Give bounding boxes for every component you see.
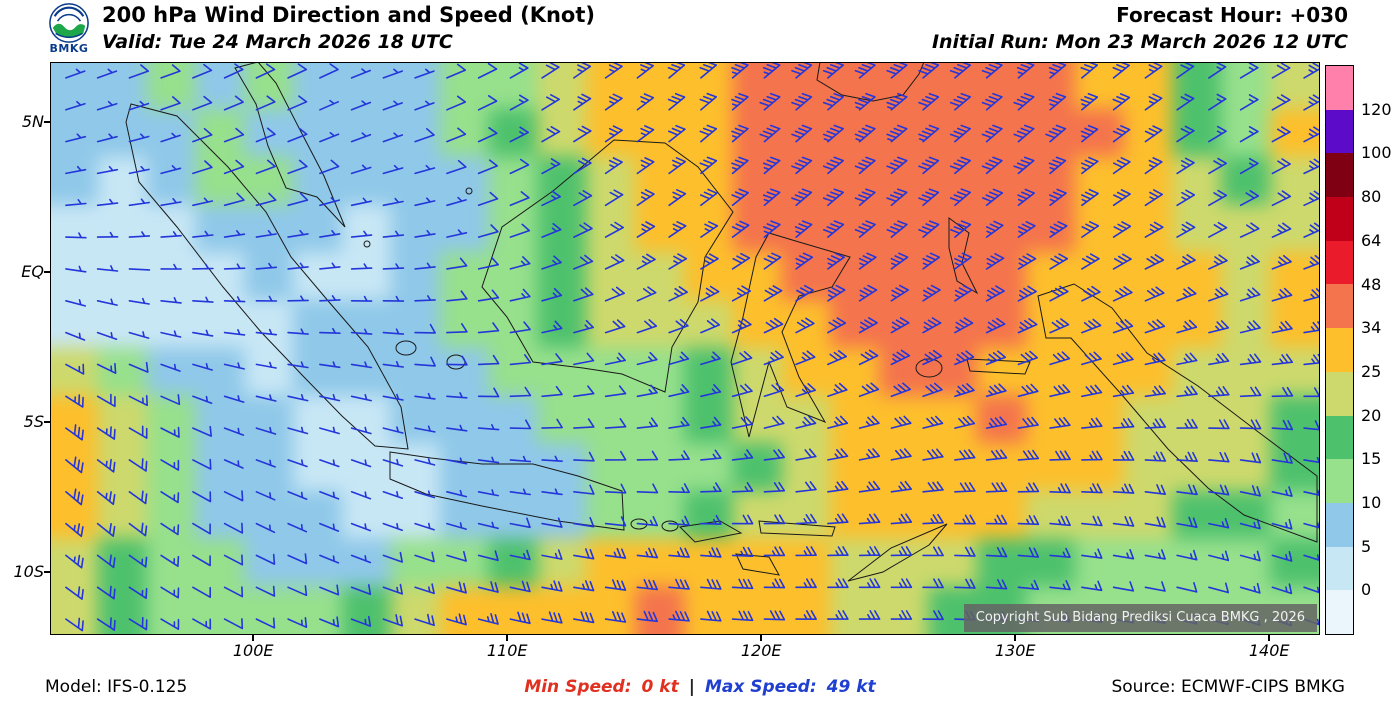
coast-java: [389, 451, 625, 531]
coast-seram: [966, 358, 1031, 375]
wind-map-svg: [50, 62, 1320, 635]
colorbar-cell: [1326, 66, 1353, 110]
source-label: Source: ECMWF-CIPS BMKG: [1111, 677, 1345, 697]
coast-riau-islands: [363, 240, 371, 248]
lat-tick: [44, 121, 50, 123]
lon-label: 120E: [740, 641, 782, 660]
lon-label: 140E: [1248, 641, 1290, 660]
lon-tick: [252, 635, 255, 641]
coast-buru: [915, 358, 943, 378]
max-speed-value: 49 kt: [826, 677, 876, 697]
lat-label: 5N: [21, 112, 44, 131]
lon-tick: [506, 635, 509, 641]
lon-label: 110E: [486, 641, 528, 660]
separator: |: [688, 677, 695, 697]
colorbar-cell: [1326, 590, 1353, 634]
colorbar-cell: [1326, 153, 1353, 198]
colorbar-label: 48: [1361, 274, 1382, 294]
coast-timor: [847, 523, 948, 582]
colorbar-cell: [1326, 109, 1353, 154]
lat-tick: [44, 571, 50, 573]
coast-natuna: [465, 187, 473, 195]
bmkg-logo-icon: [49, 3, 89, 43]
valid-time: Valid: Tue 24 March 2026 18 UTC: [102, 31, 453, 53]
lon-label: 130E: [994, 641, 1036, 660]
coast-bangka: [395, 340, 417, 356]
coast-lombok: [661, 520, 679, 532]
lat-tick: [44, 271, 50, 273]
coast-mindanao: [816, 62, 925, 102]
colorbar-label: 25: [1361, 361, 1382, 381]
max-speed-label: Max Speed:: [704, 677, 817, 697]
page-title: 200 hPa Wind Direction and Speed (Knot): [102, 3, 595, 27]
colorbar-cell: [1326, 546, 1353, 591]
bmkg-logo: BMKG: [42, 2, 96, 55]
colorbar-label: 64: [1361, 230, 1382, 250]
colorbar-cell: [1326, 284, 1353, 329]
bmkg-logo-text: BMKG: [49, 42, 89, 55]
colorbar-label: 34: [1361, 318, 1382, 338]
colorbar-label: 15: [1361, 449, 1382, 469]
coast-sumba: [735, 553, 780, 576]
lon-tick: [1014, 635, 1017, 641]
colorbar: [1325, 65, 1354, 635]
colorbar-label: 100: [1361, 143, 1392, 163]
map-canvas: Copyright Sub Bidang Prediksi Cuaca BMKG…: [50, 62, 1320, 635]
model-label: Model: IFS-0.125: [45, 677, 188, 697]
coast-sulawesi: [730, 232, 851, 438]
colorbar-cell: [1326, 415, 1353, 460]
wind-barbs-layer: [65, 62, 1320, 632]
coastline-layer: [125, 62, 1318, 582]
colorbar-label: 10: [1361, 492, 1382, 512]
colorbar-cell: [1326, 197, 1353, 241]
colorbar-cell: [1326, 371, 1353, 416]
lat-label: 5S: [23, 412, 44, 431]
coast-borneo: [481, 139, 734, 393]
colorbar-label: 120: [1361, 99, 1392, 119]
colorbar-cell: [1326, 459, 1353, 503]
forecast-hour: Forecast Hour: +030: [1116, 3, 1348, 27]
colorbar-label: 0: [1361, 580, 1372, 600]
colorbar-cell: [1326, 328, 1353, 372]
colorbar-cell: [1326, 240, 1353, 285]
lat-label: EQ: [21, 262, 44, 281]
lat-label: 10S: [13, 562, 44, 581]
colorbar-label: 20: [1361, 405, 1382, 425]
coast-halmahera: [948, 217, 979, 295]
copyright-overlay: Copyright Sub Bidang Prediksi Cuaca BMKG…: [963, 604, 1317, 632]
lon-tick: [760, 635, 763, 641]
min-speed-value: 0 kt: [641, 677, 679, 697]
speed-summary: Min Speed: 0 kt | Max Speed: 49 kt: [0, 677, 1400, 697]
lon-label: 100E: [232, 641, 274, 660]
colorbar-cell: [1326, 502, 1353, 547]
colorbar-label: 80: [1361, 187, 1382, 207]
coast-malay-peninsula: [234, 62, 346, 228]
lat-tick: [44, 421, 50, 423]
lon-tick: [1268, 635, 1271, 641]
min-speed-label: Min Speed:: [524, 677, 632, 697]
coast-flores: [758, 520, 836, 537]
initial-run: Initial Run: Mon 23 March 2026 12 UTC: [931, 31, 1348, 53]
colorbar-label: 5: [1361, 536, 1372, 556]
